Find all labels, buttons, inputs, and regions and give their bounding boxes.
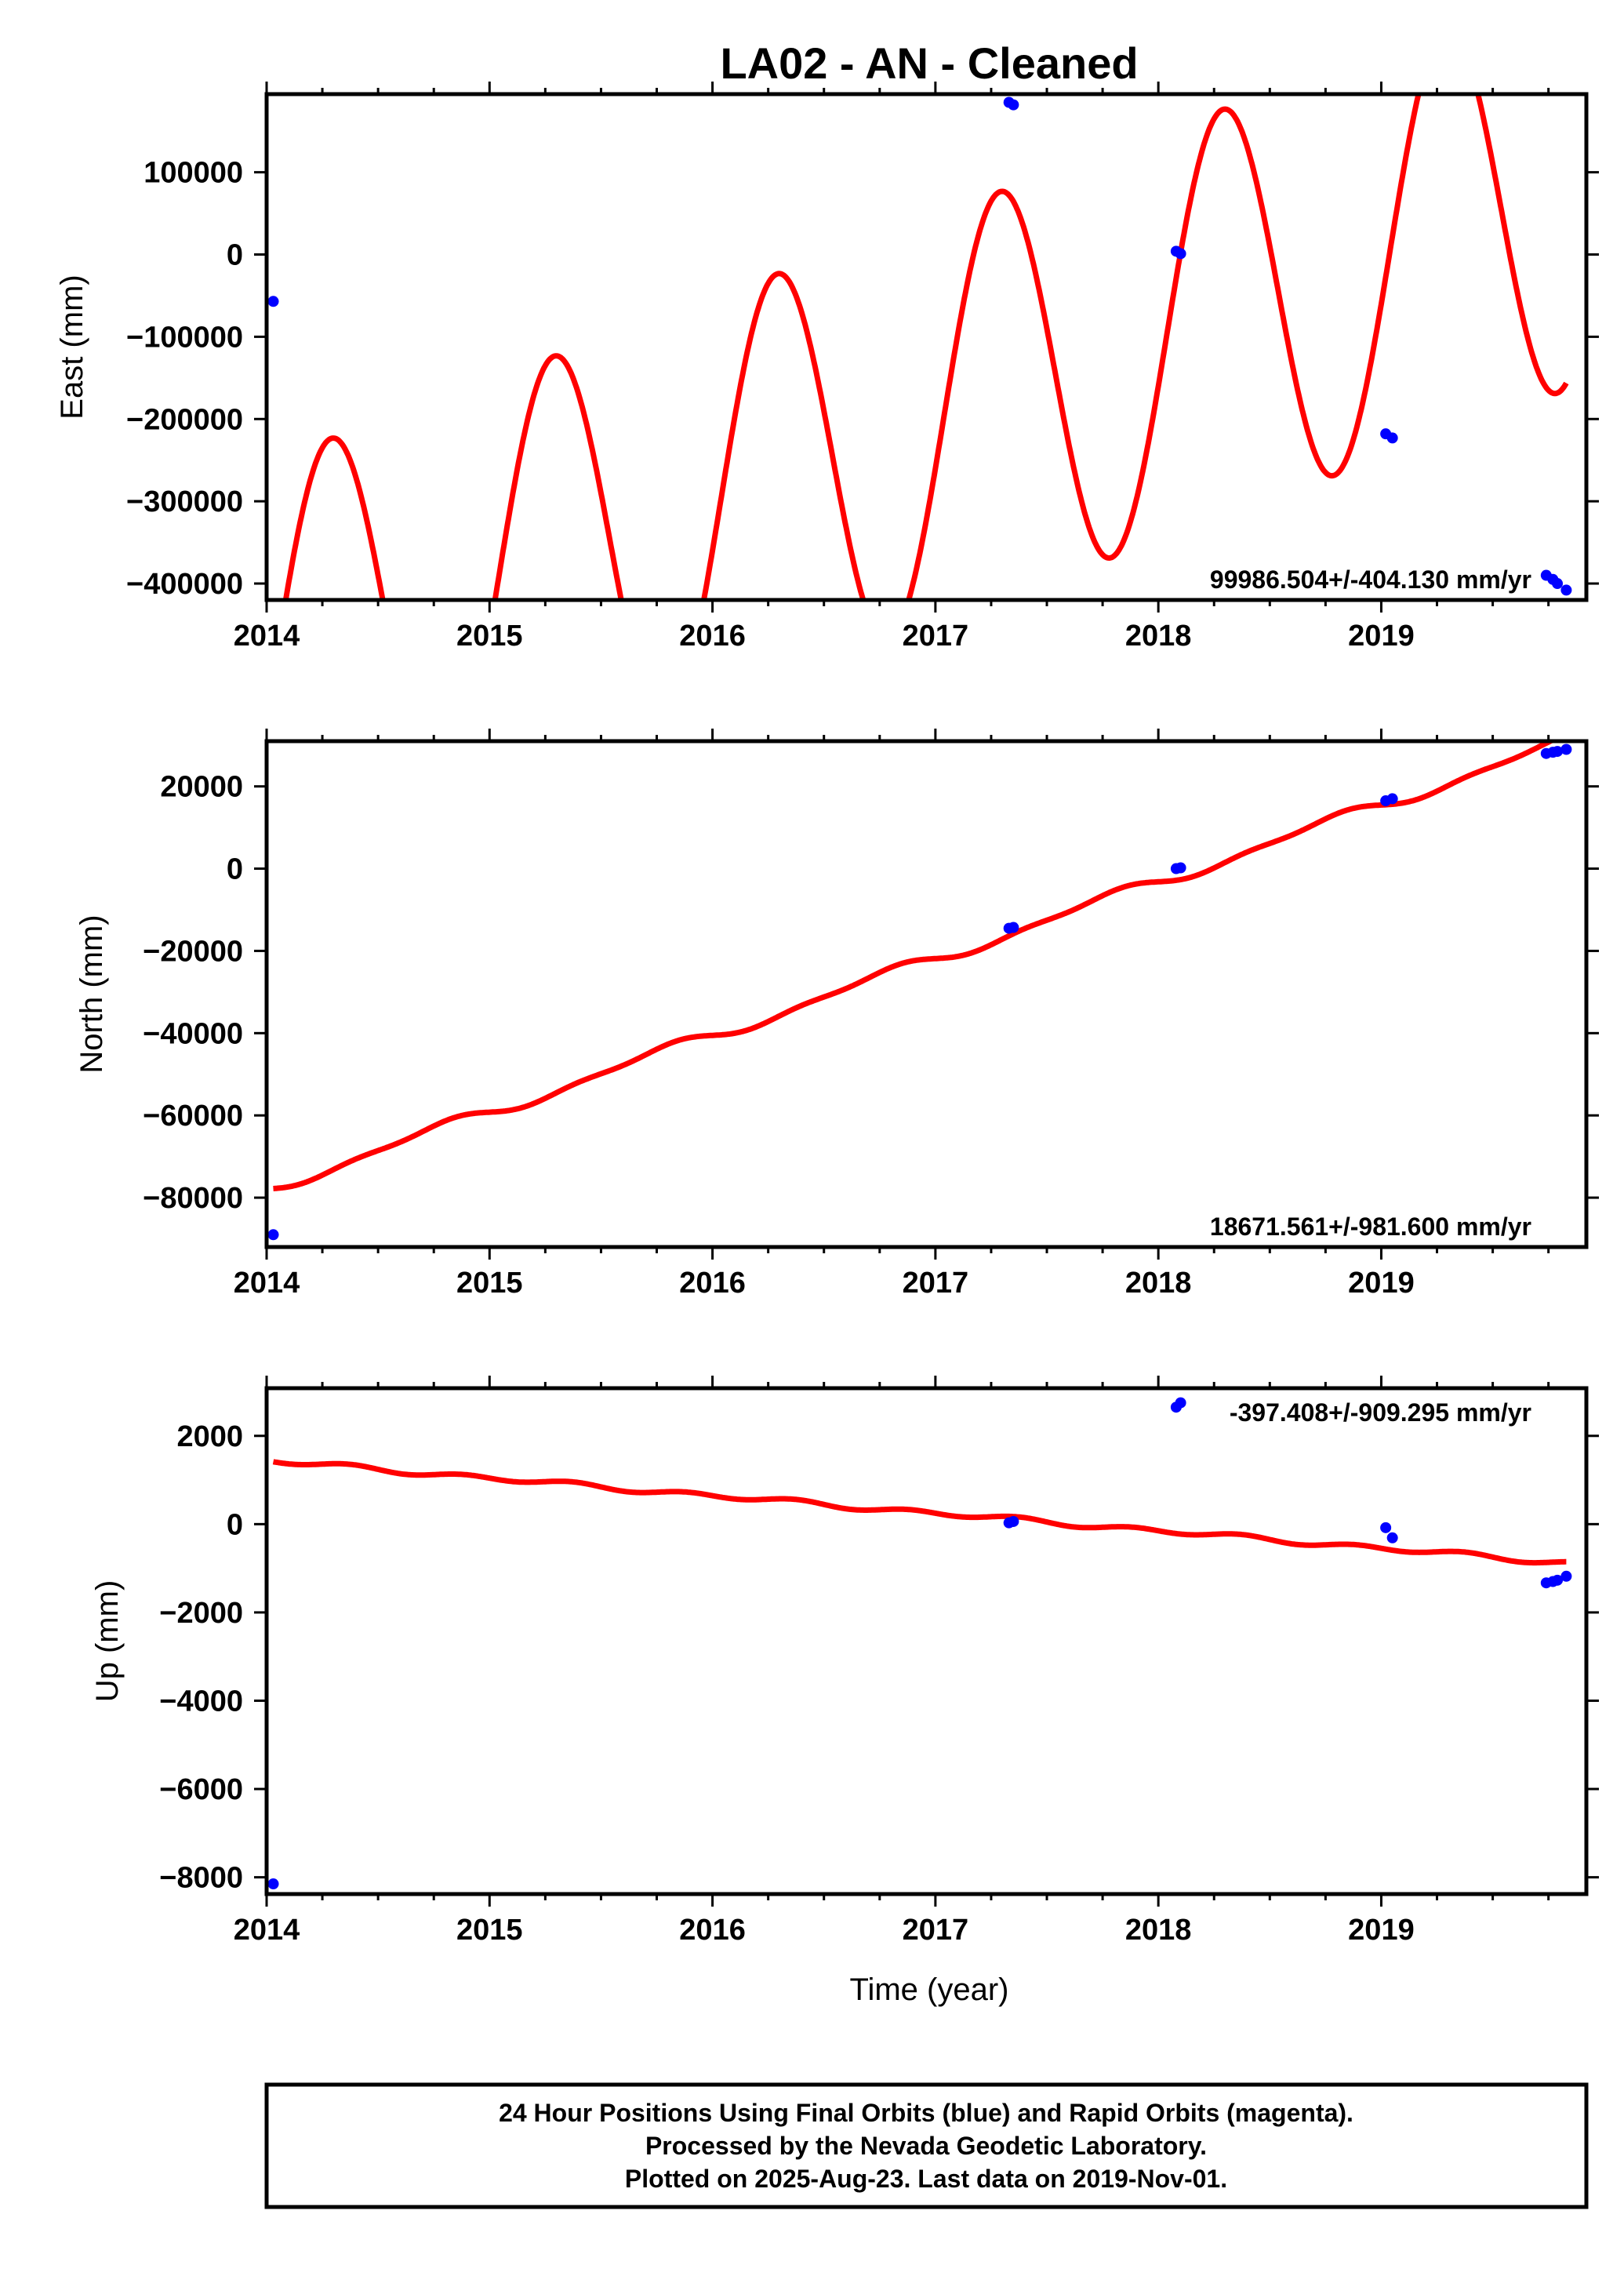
rate-label-up: -397.408+/-909.295 mm/yr xyxy=(1230,1398,1531,1427)
plot-frame-up xyxy=(264,1386,1589,1896)
data-points-north xyxy=(267,744,1572,1241)
data-point xyxy=(1175,1397,1186,1409)
y-tick-label: −80000 xyxy=(143,1182,243,1215)
x-tick-label: 2018 xyxy=(1125,1267,1192,1300)
y-axis-label-north: North (mm) xyxy=(74,914,109,1073)
x-tick-label: 2017 xyxy=(903,620,969,653)
panel-east: 2014 2015 2016 2017 2018 2019 −400000 −300000 −2… xyxy=(55,82,1599,653)
data-point xyxy=(1560,1570,1572,1582)
y-tick-label: −200000 xyxy=(126,403,243,436)
x-tick-label: 2016 xyxy=(679,620,746,653)
y-tick-label: 0 xyxy=(227,853,243,886)
x-tick-label: 2016 xyxy=(679,1267,746,1300)
x-ticks-north: 2014 2015 2016 2017 2018 2019 xyxy=(234,729,1550,1300)
y-tick-label: −400000 xyxy=(126,568,243,601)
y-tick-label: −300000 xyxy=(126,485,243,518)
plot-frame-east xyxy=(264,92,1589,602)
x-tick-label: 2015 xyxy=(456,620,523,653)
y-ticks-east: −400000 −300000 −200000 −100000 0 100000 xyxy=(126,157,1599,601)
footer-line-1: 24 Hour Positions Using Final Orbits (bl… xyxy=(499,2099,1353,2127)
data-points-east xyxy=(267,96,1572,596)
fit-curve-north xyxy=(271,741,1557,1191)
data-point xyxy=(1552,578,1564,590)
footer-line-2: Processed by the Nevada Geodetic Laborat… xyxy=(645,2132,1207,2160)
x-tick-label: 2014 xyxy=(234,620,300,653)
rate-label-east: 99986.504+/-404.130 mm/yr xyxy=(1210,565,1531,594)
y-tick-label: −2000 xyxy=(159,1597,243,1630)
rate-label-north: 18671.561+/-981.600 mm/yr xyxy=(1210,1213,1531,1241)
y-tick-label: −60000 xyxy=(143,1100,243,1133)
footer-frame xyxy=(264,2082,1589,2209)
data-point xyxy=(1552,746,1564,758)
panels-layer: 2014 2015 2016 2017 2018 2019−400000−300000−2… xyxy=(55,82,1599,1947)
y-ticks-north: −80000 −60000 −40000 −20000 0 20000 xyxy=(143,771,1599,1215)
x-tick-label: 2019 xyxy=(1348,620,1415,653)
data-point xyxy=(1175,862,1186,874)
data-point xyxy=(1380,1522,1392,1533)
y-axis-label-up: Up (mm) xyxy=(90,1580,125,1703)
y-axis-label-east: East (mm) xyxy=(55,275,89,419)
data-point xyxy=(1560,584,1572,596)
x-tick-label: 2014 xyxy=(234,1914,300,1947)
x-axis-label: Time (year) xyxy=(850,1972,1009,2007)
data-point xyxy=(1386,1532,1398,1543)
x-tick-label: 2017 xyxy=(903,1267,969,1300)
footer-box: 24 Hour Positions Using Final Orbits (bl… xyxy=(264,2082,1589,2209)
x-tick-label: 2015 xyxy=(456,1267,523,1300)
x-tick-label: 2014 xyxy=(234,1267,300,1300)
data-point xyxy=(267,1229,279,1241)
y-tick-label: −6000 xyxy=(159,1773,243,1806)
panel-north: 2014 2015 2016 2017 2018 2019 −80000 −60000 −400… xyxy=(74,729,1599,1300)
y-tick-label: −4000 xyxy=(159,1685,243,1718)
fit-curve-up xyxy=(271,1459,1568,1566)
data-point xyxy=(1560,744,1572,755)
x-tick-label: 2018 xyxy=(1125,620,1192,653)
x-tick-label: 2017 xyxy=(903,1914,969,1947)
plot-frame-north xyxy=(264,739,1589,1249)
data-point xyxy=(267,296,279,307)
y-ticks-up: −8000 −6000 −4000 −2000 0 2000 xyxy=(159,1420,1599,1895)
x-tick-label: 2019 xyxy=(1348,1914,1415,1947)
data-point xyxy=(1175,248,1186,260)
chart-title: LA02 - AN - Cleaned xyxy=(720,38,1138,88)
y-tick-label: 20000 xyxy=(160,771,243,804)
y-tick-label: 0 xyxy=(227,239,243,272)
y-tick-label: −20000 xyxy=(143,935,243,968)
panel-up: 2014 2015 2016 2017 2018 2019−8000−6000−4000−… xyxy=(90,1376,1599,1947)
data-point xyxy=(1008,99,1019,111)
x-ticks-up: 2014 2015 2016 2017 2018 2019 xyxy=(234,1376,1550,1947)
y-tick-label: −100000 xyxy=(126,321,243,354)
x-ticks-east: 2014 2015 2016 2017 2018 2019 xyxy=(234,82,1550,653)
fit-curve-east xyxy=(282,94,1569,600)
data-point xyxy=(1386,432,1398,444)
data-point xyxy=(1386,793,1398,805)
data-point xyxy=(1008,922,1019,933)
data-point xyxy=(267,1878,279,1890)
y-tick-label: 0 xyxy=(227,1508,243,1541)
y-tick-label: −40000 xyxy=(143,1017,243,1050)
x-tick-label: 2015 xyxy=(456,1914,523,1947)
y-tick-label: 2000 xyxy=(176,1420,243,1453)
y-tick-label: −8000 xyxy=(159,1862,243,1895)
data-point xyxy=(1552,1574,1564,1586)
y-tick-label: 100000 xyxy=(144,157,243,190)
x-tick-label: 2018 xyxy=(1125,1914,1192,1947)
data-point xyxy=(1008,1515,1019,1527)
footer-line-3: Plotted on 2025-Aug-23. Last data on 201… xyxy=(625,2165,1227,2193)
x-tick-label: 2016 xyxy=(679,1914,746,1947)
x-tick-label: 2019 xyxy=(1348,1267,1415,1300)
data-points-up xyxy=(267,1397,1572,1890)
